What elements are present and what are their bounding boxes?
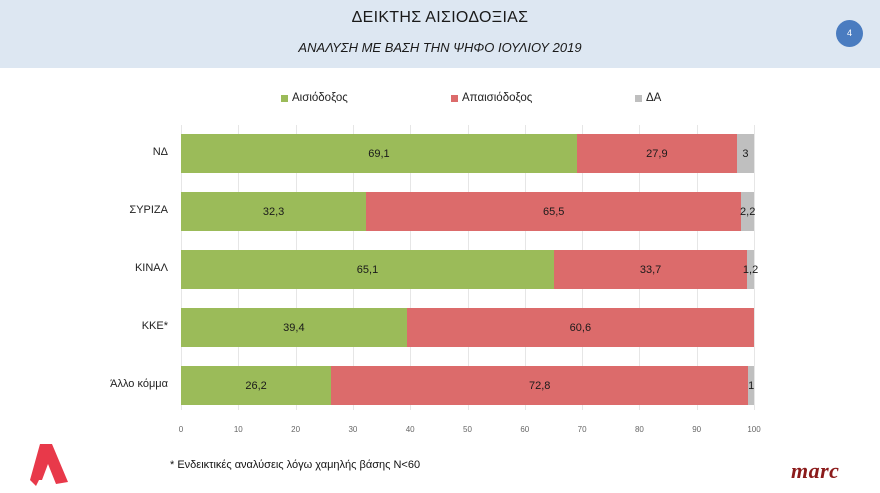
bar-segment: 65,1 [181, 250, 555, 289]
x-tick-label: 30 [348, 425, 358, 434]
legend-swatch-icon [635, 94, 642, 102]
x-tick-label: 100 [747, 425, 761, 434]
x-tick-label: 60 [520, 425, 530, 434]
legend-item-optimistic: Αισιόδοξος [281, 92, 348, 104]
page-number-badge: 4 [836, 20, 863, 47]
category-label: ΚΚΕ* [141, 320, 168, 332]
bar-row: 26,2 72,8 1 [181, 366, 754, 405]
chart-plot-area: 69,1 27,9 3 32,3 65,5 2,2 65,1 33,7 1,2 39,4 60,6 2… [181, 125, 758, 410]
bar-segment: 2,2 [740, 192, 755, 231]
category-label: ΚΙΝΑΛ [134, 262, 168, 274]
footnote: * Ενδεικτικές αναλύσεις λόγω χαμηλής βάσ… [170, 459, 421, 471]
legend-label: Απαισιόδοξος [462, 92, 533, 104]
gridline [754, 125, 755, 410]
bar-segment: 27,9 [576, 134, 737, 173]
legend-swatch-icon [281, 94, 288, 102]
marc-logo: marc [791, 458, 840, 483]
bar-segment: 65,5 [366, 192, 742, 231]
x-tick-label: 80 [634, 425, 644, 434]
bar-segment: 33,7 [554, 250, 748, 289]
bar-segment: 1,2 [743, 250, 758, 289]
x-tick-label: 20 [291, 425, 301, 434]
category-label: ΣΥΡΙΖΑ [129, 204, 168, 216]
bar-segment: 69,1 [181, 134, 577, 173]
bar-segment: 72,8 [331, 366, 749, 405]
category-label: ΝΔ [152, 146, 168, 158]
bar-segment: 1 [748, 366, 754, 405]
bar-segment: 39,4 [181, 308, 407, 347]
bar-segment: 60,6 [406, 308, 754, 347]
bar-row: 39,4 60,6 [181, 308, 754, 347]
bar-row: 69,1 27,9 3 [181, 134, 754, 173]
bar-row: 65,1 33,7 1,2 [181, 250, 758, 289]
legend-item-dk: ΔΑ [635, 92, 661, 104]
legend-label: ΔΑ [646, 92, 662, 104]
bar-segment: 26,2 [181, 366, 332, 405]
slide-header: ΔΕΙΚΤΗΣ ΑΙΣΙΟΔΟΞΙΑΣ ΑΝΑΛΥΣΗ ΜΕ ΒΑΣΗ ΤΗΝ … [0, 0, 880, 68]
legend-label: Αισιόδοξος [292, 92, 348, 104]
bar-segment: 3 [736, 134, 754, 173]
bar-row: 32,3 65,5 2,2 [181, 192, 755, 231]
x-tick-label: 50 [463, 425, 472, 434]
chart-subtitle: ΑΝΑΛΥΣΗ ΜΕ ΒΑΣΗ ΤΗΝ ΨΗΦΟ ΙΟΥΛΙΟΥ 2019 [298, 40, 582, 55]
x-tick-label: 70 [577, 425, 587, 434]
x-tick-label: 10 [233, 425, 243, 434]
bar-segment: 32,3 [181, 192, 367, 231]
x-tick-label: 0 [178, 425, 184, 434]
x-tick-label: 90 [692, 425, 702, 434]
legend-item-pessimistic: Απαισιόδοξος [451, 92, 532, 104]
chart-title: ΔΕΙΚΤΗΣ ΑΙΣΙΟΔΟΞΙΑΣ [351, 9, 529, 26]
legend-swatch-icon [451, 94, 458, 102]
alpha-logo-icon [30, 444, 68, 486]
category-label: Άλλο κόμμα [110, 378, 168, 390]
x-tick-label: 40 [405, 425, 415, 434]
